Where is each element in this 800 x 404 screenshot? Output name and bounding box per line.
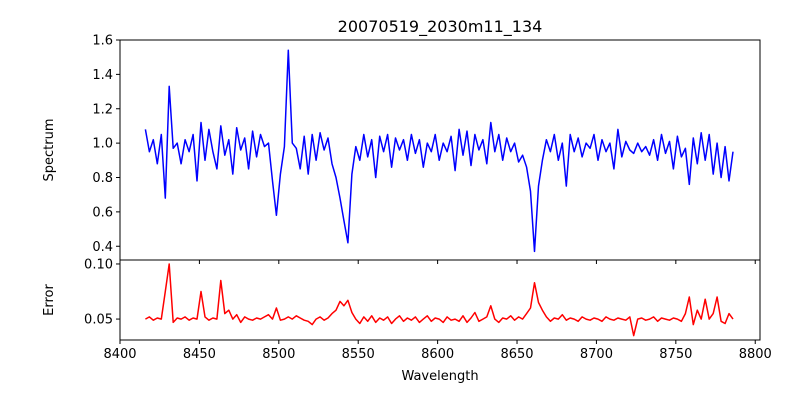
y-tick-label: 0.4 — [92, 240, 113, 255]
spectrum-line — [144, 49, 734, 253]
x-tick-label: 8600 — [421, 347, 454, 362]
y-tick-label: 1.0 — [92, 137, 113, 152]
y-tick-label: 0.05 — [84, 313, 113, 328]
chart-title: 20070519_2030m11_134 — [338, 17, 543, 37]
x-tick-label: 8700 — [580, 347, 613, 362]
y-tick-label: 1.4 — [92, 68, 113, 83]
x-tick-label: 8500 — [262, 347, 295, 362]
y-axis-label-spectrum: Spectrum — [42, 119, 57, 182]
error-line — [145, 263, 734, 337]
y-tick-label: 0.8 — [92, 171, 113, 186]
y-tick-label: 1.6 — [92, 34, 113, 49]
x-tick-label: 8400 — [103, 347, 136, 362]
spectrum-axes: 0.4 0.6 0.8 1.0 1.2 1.4 1.6 — [92, 34, 761, 264]
x-tick-label: 8750 — [659, 347, 692, 362]
y-tick-label: 0.6 — [92, 205, 113, 220]
x-axis-label: Wavelength — [401, 369, 478, 384]
x-tick-label: 8650 — [500, 347, 533, 362]
x-tick-label: 8800 — [739, 347, 772, 362]
y-tick-label: 1.2 — [92, 102, 113, 117]
y-axis-label-error: Error — [42, 284, 57, 316]
axes-frame — [119, 259, 761, 341]
x-tick-label: 8550 — [342, 347, 375, 362]
axes-frame — [119, 39, 761, 261]
x-tick-label: 8450 — [183, 347, 216, 362]
y-tick-label: 0.10 — [84, 257, 113, 272]
error-axes: 0.05 0.10 8400 8450 8500 8550 8600 8650 8700 8750… — [84, 257, 772, 362]
